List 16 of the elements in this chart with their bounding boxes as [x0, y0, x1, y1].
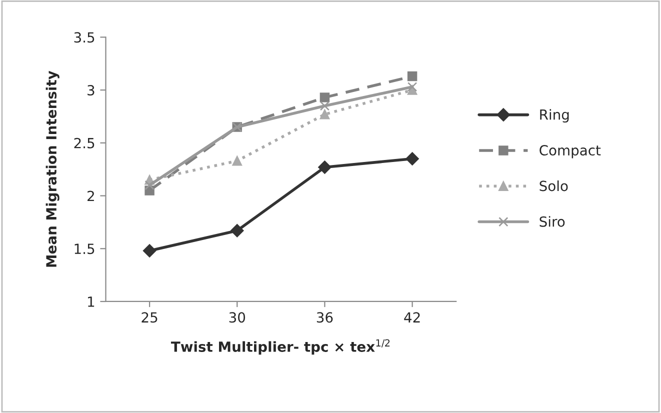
x-tick-label: 36 [316, 312, 333, 323]
y-axis-title: Mean Migration Intensity [46, 70, 60, 267]
x-tick-label: 30 [229, 312, 246, 323]
x-axis-title: Twist Multiplier- tpc × tex$^{1/2}$ [170, 339, 390, 355]
y-tick-label: 1 [88, 296, 94, 307]
y-tick-label: 3 [88, 85, 94, 96]
y-tick-label: 2 [88, 190, 94, 202]
x-tick-label: 42 [404, 312, 420, 322]
y-tick-label: 1.5 [74, 244, 94, 254]
legend-label: Siro [540, 216, 565, 227]
legend-label: Ring [540, 109, 569, 123]
y-tick-label: 3.5 [74, 32, 94, 43]
legend-label: Compact [540, 145, 601, 158]
x-tick-label: 25 [142, 312, 158, 323]
legend-label: Solo [540, 180, 568, 192]
y-tick-label: 2.5 [74, 138, 94, 148]
